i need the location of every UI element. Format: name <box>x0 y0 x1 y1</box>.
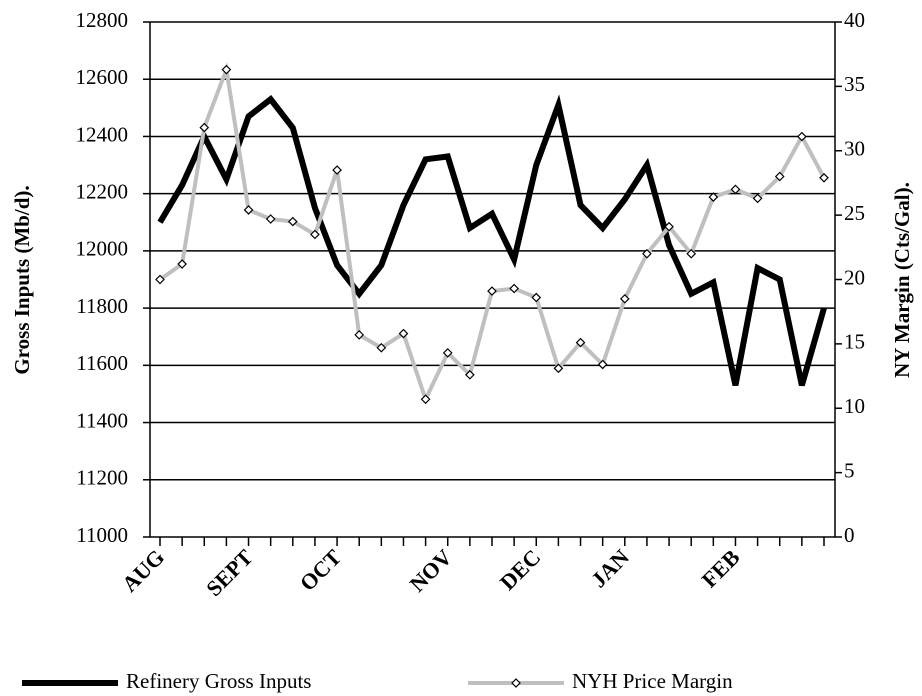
y2-tick-label: 30 <box>844 137 865 161</box>
y2-tick-label: 40 <box>844 8 865 32</box>
point-marker <box>199 122 210 133</box>
y2-tick-label: 15 <box>844 330 865 354</box>
y2-tick-label: 25 <box>844 201 865 225</box>
point-marker <box>376 342 387 353</box>
point-marker <box>553 363 564 374</box>
y-tick-label: 11200 <box>76 466 128 490</box>
point-marker <box>752 193 763 204</box>
point-marker <box>465 369 475 380</box>
point-marker <box>774 171 785 182</box>
point-marker <box>398 328 409 339</box>
y-tick-label: 11600 <box>76 351 128 375</box>
x-tick-label: NOV <box>405 544 457 596</box>
x-tick-label: SEPT <box>201 544 258 601</box>
series-line <box>158 61 826 405</box>
y-tick-label: 12800 <box>76 8 129 32</box>
point-marker <box>531 292 542 303</box>
point-marker <box>664 221 674 232</box>
y-tick-label: 11400 <box>76 408 128 432</box>
y-tick-label: 12400 <box>76 122 129 146</box>
point-marker <box>597 359 608 370</box>
y-axis-title: Gross Inputs (Mb/d). <box>10 185 34 374</box>
point-marker <box>310 229 320 240</box>
y2-tick-label: 20 <box>844 265 865 289</box>
y2-tick-label: 10 <box>844 394 865 418</box>
point-marker <box>575 337 586 348</box>
legend-label: NYH Price Margin <box>572 669 733 693</box>
point-marker <box>819 172 829 183</box>
point-marker <box>442 348 453 358</box>
legend-marker <box>511 678 521 688</box>
y2-tick-label: 0 <box>844 523 855 547</box>
point-marker <box>686 248 697 259</box>
point-marker <box>243 205 254 215</box>
y-tick-label: 11000 <box>76 523 128 547</box>
point-marker <box>287 216 298 227</box>
point-marker <box>354 330 365 340</box>
y-tick-label: 12000 <box>76 237 129 261</box>
point-marker <box>155 274 165 285</box>
y2-axis-title: NY Margin (Cts/Gal). <box>890 182 914 378</box>
x-tick-label: FEB <box>697 544 745 592</box>
point-marker <box>708 192 719 202</box>
x-tick-label: JAN <box>586 544 634 592</box>
point-marker <box>420 394 431 405</box>
y-tick-label: 12200 <box>76 179 129 203</box>
y-tick-label: 12600 <box>76 65 129 89</box>
y2-tick-label: 5 <box>844 458 855 482</box>
point-marker <box>509 283 519 294</box>
point-marker <box>177 259 187 269</box>
point-marker <box>619 293 630 304</box>
x-tick-label: DEC <box>495 544 546 595</box>
legend-label: Refinery Gross Inputs <box>126 669 311 693</box>
x-tick-label: AUG <box>117 544 169 596</box>
point-marker <box>642 248 652 259</box>
point-marker <box>221 64 232 75</box>
point-marker <box>487 286 497 296</box>
series-line <box>157 94 827 387</box>
point-marker <box>730 184 741 195</box>
y-tick-label: 11800 <box>76 294 128 318</box>
y2-tick-label: 35 <box>844 72 865 96</box>
point-marker <box>332 165 342 175</box>
point-marker <box>797 131 807 142</box>
point-marker <box>265 214 276 224</box>
x-tick-label: OCT <box>295 544 347 596</box>
